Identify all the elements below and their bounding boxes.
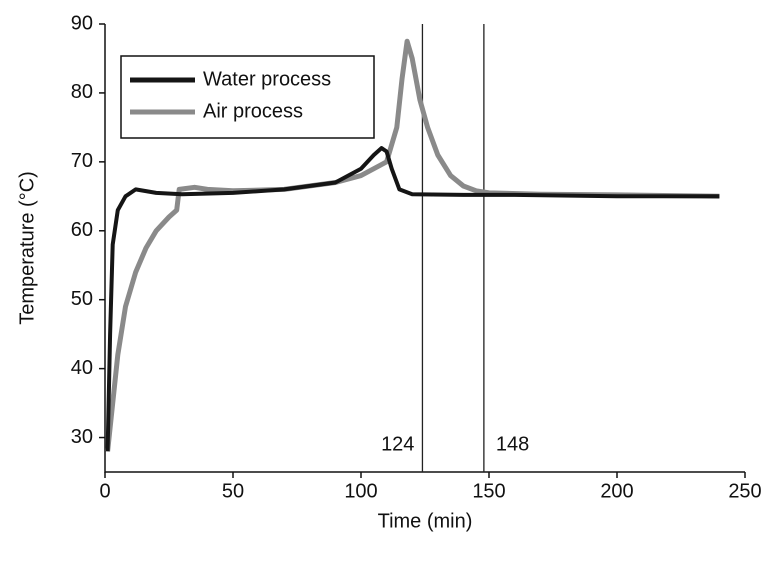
x-tick-label: 200 xyxy=(600,480,633,502)
y-tick-label: 90 xyxy=(71,12,93,34)
series-line xyxy=(105,38,720,452)
y-tick-label: 30 xyxy=(71,426,93,448)
x-tick-label: 100 xyxy=(344,480,377,502)
x-tick-label: 250 xyxy=(728,480,761,502)
y-tick-label: 70 xyxy=(71,150,93,172)
y-tick-label: 50 xyxy=(71,288,93,310)
legend-label: Water process xyxy=(203,68,331,90)
y-tick-label: 80 xyxy=(71,81,93,103)
series-line xyxy=(105,146,720,452)
x-axis-label: Time (min) xyxy=(378,510,473,532)
x-tick-label: 0 xyxy=(99,480,110,502)
y-tick-label: 40 xyxy=(71,357,93,379)
legend-label: Air process xyxy=(203,100,303,122)
legend-box xyxy=(120,55,375,139)
y-axis-label: Temperature (°C) xyxy=(16,171,38,325)
reference-label: 124 xyxy=(381,433,414,455)
reference-label: 148 xyxy=(496,433,529,455)
x-tick-label: 50 xyxy=(222,480,244,502)
x-tick-label: 150 xyxy=(472,480,505,502)
y-tick-label: 60 xyxy=(71,219,93,241)
